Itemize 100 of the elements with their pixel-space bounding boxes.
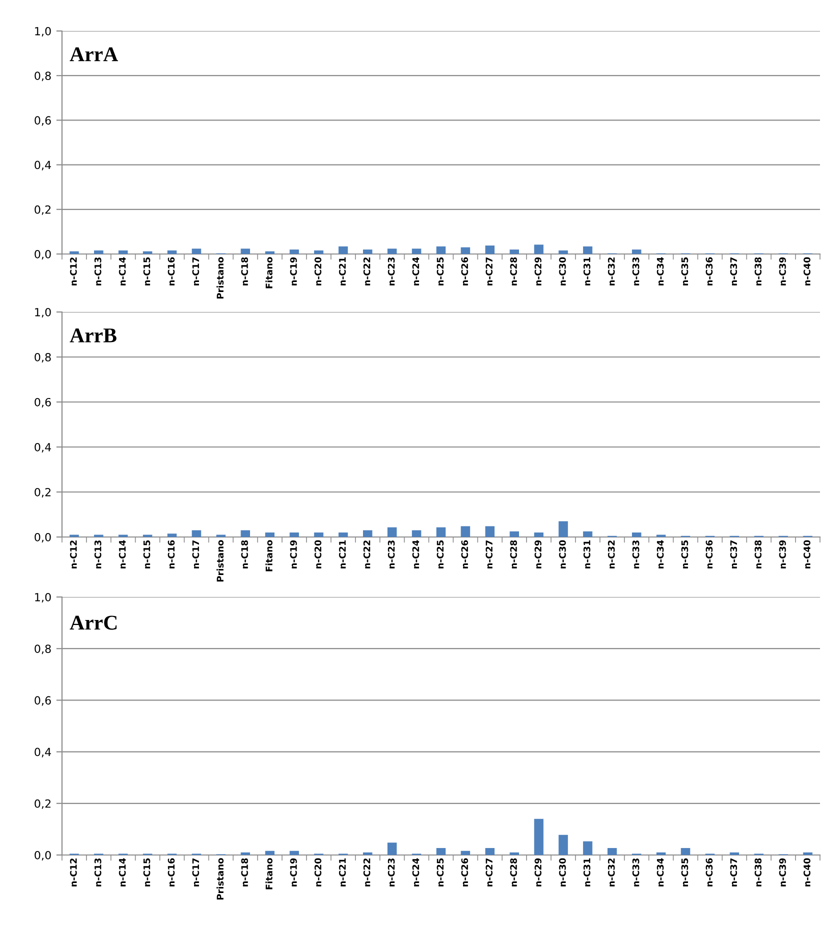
x-tick-label: n-C20 (314, 858, 322, 886)
x-tick-label: n-C20 (314, 257, 322, 286)
x-tick-label: n-C13 (94, 858, 102, 886)
x-tick-label: n-C22 (363, 258, 370, 286)
x-tick-label: n-C36 (706, 540, 713, 568)
x-tick-label: n-C35 (681, 540, 688, 568)
x-tick-label: n-C25 (436, 540, 444, 568)
x-tick-label: n-C32 (608, 258, 615, 286)
bar (338, 246, 348, 254)
x-tick-label: n-C27 (486, 257, 493, 286)
x-tick-label: n-C24 (412, 257, 420, 286)
x-tick-label: n-C23 (388, 858, 395, 886)
bar (192, 248, 202, 254)
x-tick-label: n-C33 (632, 540, 640, 568)
x-tick-label: n-C37 (730, 540, 738, 568)
bar (534, 818, 544, 855)
bar (387, 248, 397, 254)
x-tick-label: n-C32 (608, 540, 615, 568)
bar (412, 248, 422, 254)
x-tick-label: n-C37 (730, 257, 738, 286)
bar (387, 527, 397, 537)
bar (608, 848, 617, 855)
x-tick-label: n-C34 (656, 257, 664, 286)
x-tick-label: n-C18 (241, 257, 248, 286)
bar (314, 250, 324, 254)
x-tick-label: n-C17 (192, 257, 200, 286)
bar (730, 852, 740, 855)
bar (485, 526, 495, 537)
x-tick-label: n-C31 (584, 540, 590, 568)
x-tick-label: n-C18 (241, 540, 248, 568)
x-tick-label: n-C34 (656, 858, 664, 886)
x-tick-label: n-C26 (461, 540, 468, 568)
x-tick-label: n-C35 (681, 257, 688, 286)
x-tick-label: n-C12 (70, 540, 77, 568)
bar (558, 521, 568, 537)
bar (167, 250, 177, 254)
bar (192, 530, 202, 537)
x-tick-label: n-C29 (534, 540, 542, 568)
bar (314, 532, 324, 537)
bar (290, 532, 299, 537)
bar (412, 530, 422, 537)
bar (167, 534, 177, 537)
x-tick-label: n-C18 (241, 858, 248, 886)
bar (485, 848, 495, 855)
y-tick-label: 0,2 (34, 799, 50, 809)
bar (265, 251, 274, 254)
annotation: ArrB (70, 328, 116, 342)
bar (240, 852, 250, 855)
bar (558, 834, 568, 855)
x-tick-label: n-C16 (168, 257, 175, 286)
bar (290, 250, 299, 254)
x-tick-label: n-C28 (510, 257, 517, 286)
x-tick-label: n-C26 (461, 858, 468, 886)
bar (680, 848, 690, 855)
x-tick-label: n-C22 (363, 540, 370, 568)
bar (632, 250, 642, 254)
x-tick-label: n-C35 (681, 858, 688, 886)
x-tick-label: n-C30 (559, 858, 566, 886)
y-tick-label: 0,8 (34, 72, 51, 82)
x-tick-label: n-C14 (118, 257, 126, 286)
bar (485, 246, 495, 254)
bar (460, 526, 470, 537)
bar (290, 850, 299, 855)
bar (583, 841, 592, 855)
y-tick-label: 0,0 (34, 850, 51, 861)
bar (363, 250, 372, 254)
bar (534, 244, 544, 254)
x-tick-label: n-C38 (754, 257, 762, 286)
x-tick-label: Pristano (216, 257, 224, 299)
bar (70, 251, 79, 254)
x-tick-label: n-C21 (338, 257, 346, 286)
bar (460, 850, 470, 855)
x-tick-label: n-C19 (290, 540, 297, 568)
x-tick-label: n-C28 (510, 858, 517, 886)
y-tick-label: 1,0 (35, 308, 51, 318)
x-tick-label: n-C16 (168, 858, 175, 886)
bar (632, 532, 642, 537)
x-tick-label: n-C15 (143, 858, 150, 886)
bar (583, 246, 592, 254)
bar (265, 850, 274, 855)
bar (460, 247, 470, 254)
x-tick-label: n-C34 (656, 540, 664, 568)
bar (436, 246, 446, 254)
x-tick-label: n-C19 (290, 858, 297, 886)
x-tick-label: n-C21 (338, 540, 346, 568)
x-tick-label: n-C20 (314, 540, 322, 568)
y-tick-label: 0,4 (34, 160, 51, 170)
bar (558, 250, 568, 254)
x-tick-label: Pristano (216, 540, 224, 582)
bar (803, 852, 812, 855)
y-tick-label: 1,0 (35, 26, 51, 37)
x-tick-label: n-C15 (143, 540, 150, 568)
x-tick-label: n-C32 (608, 858, 615, 886)
bar (142, 251, 152, 254)
x-tick-label: n-C29 (534, 858, 542, 886)
bar (534, 532, 544, 537)
x-tick-label: n-C24 (412, 540, 420, 568)
x-tick-label: n-C14 (118, 540, 126, 568)
y-tick-label: 0,6 (34, 398, 51, 408)
bar (240, 530, 250, 537)
